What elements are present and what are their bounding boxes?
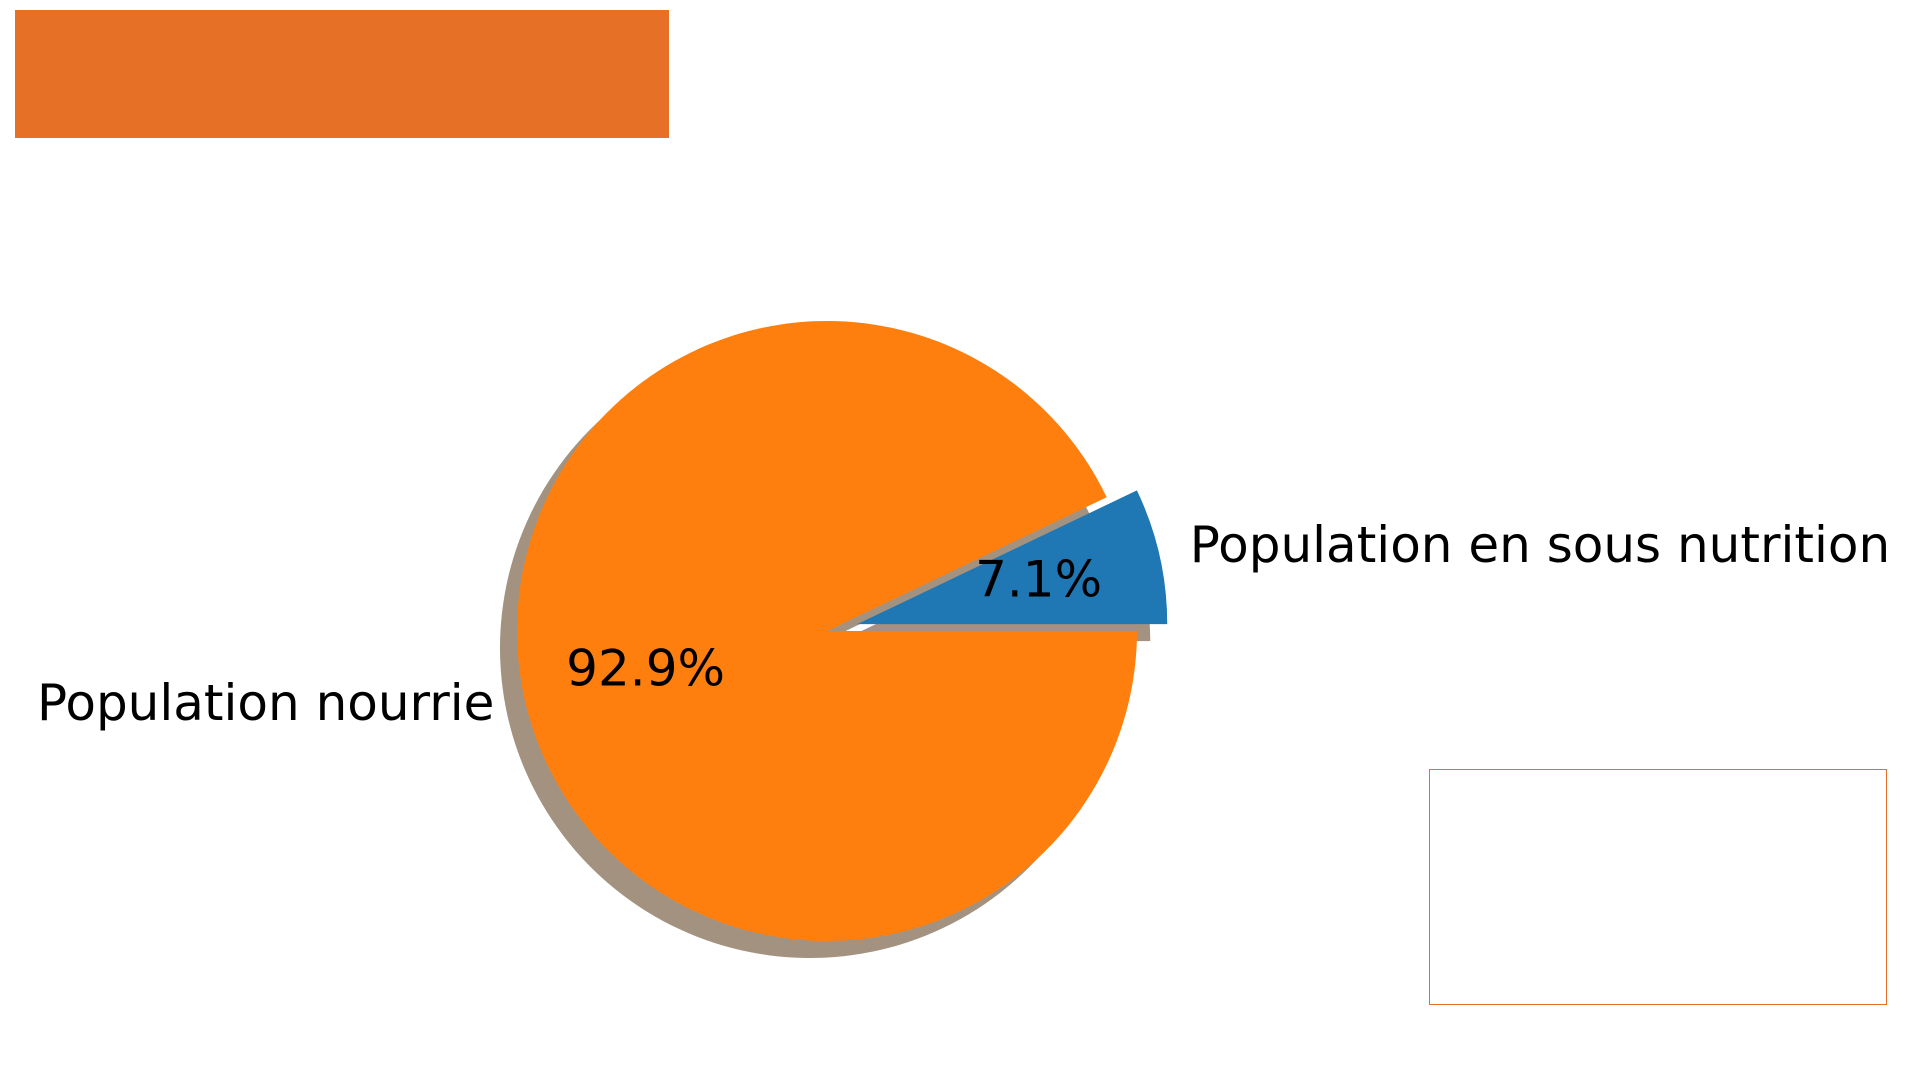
- pie-slice-layer: [516, 321, 1168, 941]
- pie-label-layer: 7.1% Population en sous nutrition 92.9% Pop…: [37, 516, 1890, 732]
- pie-category-label-population-nourrie: Population nourrie: [37, 674, 494, 732]
- pie-category-label-population-en-sous-nutrition: Population en sous nutrition: [1190, 516, 1890, 574]
- pie-pct-label-population-nourrie: 92.9%: [566, 640, 725, 698]
- header-bar: [15, 10, 669, 138]
- pie-slice-population-en-sous-nutrition: [857, 490, 1168, 625]
- pie-pct-label-population-en-sous-nutrition: 7.1%: [975, 550, 1102, 608]
- pie-slice-population-nourrie: [516, 321, 1137, 941]
- empty-panel: [1429, 769, 1887, 1005]
